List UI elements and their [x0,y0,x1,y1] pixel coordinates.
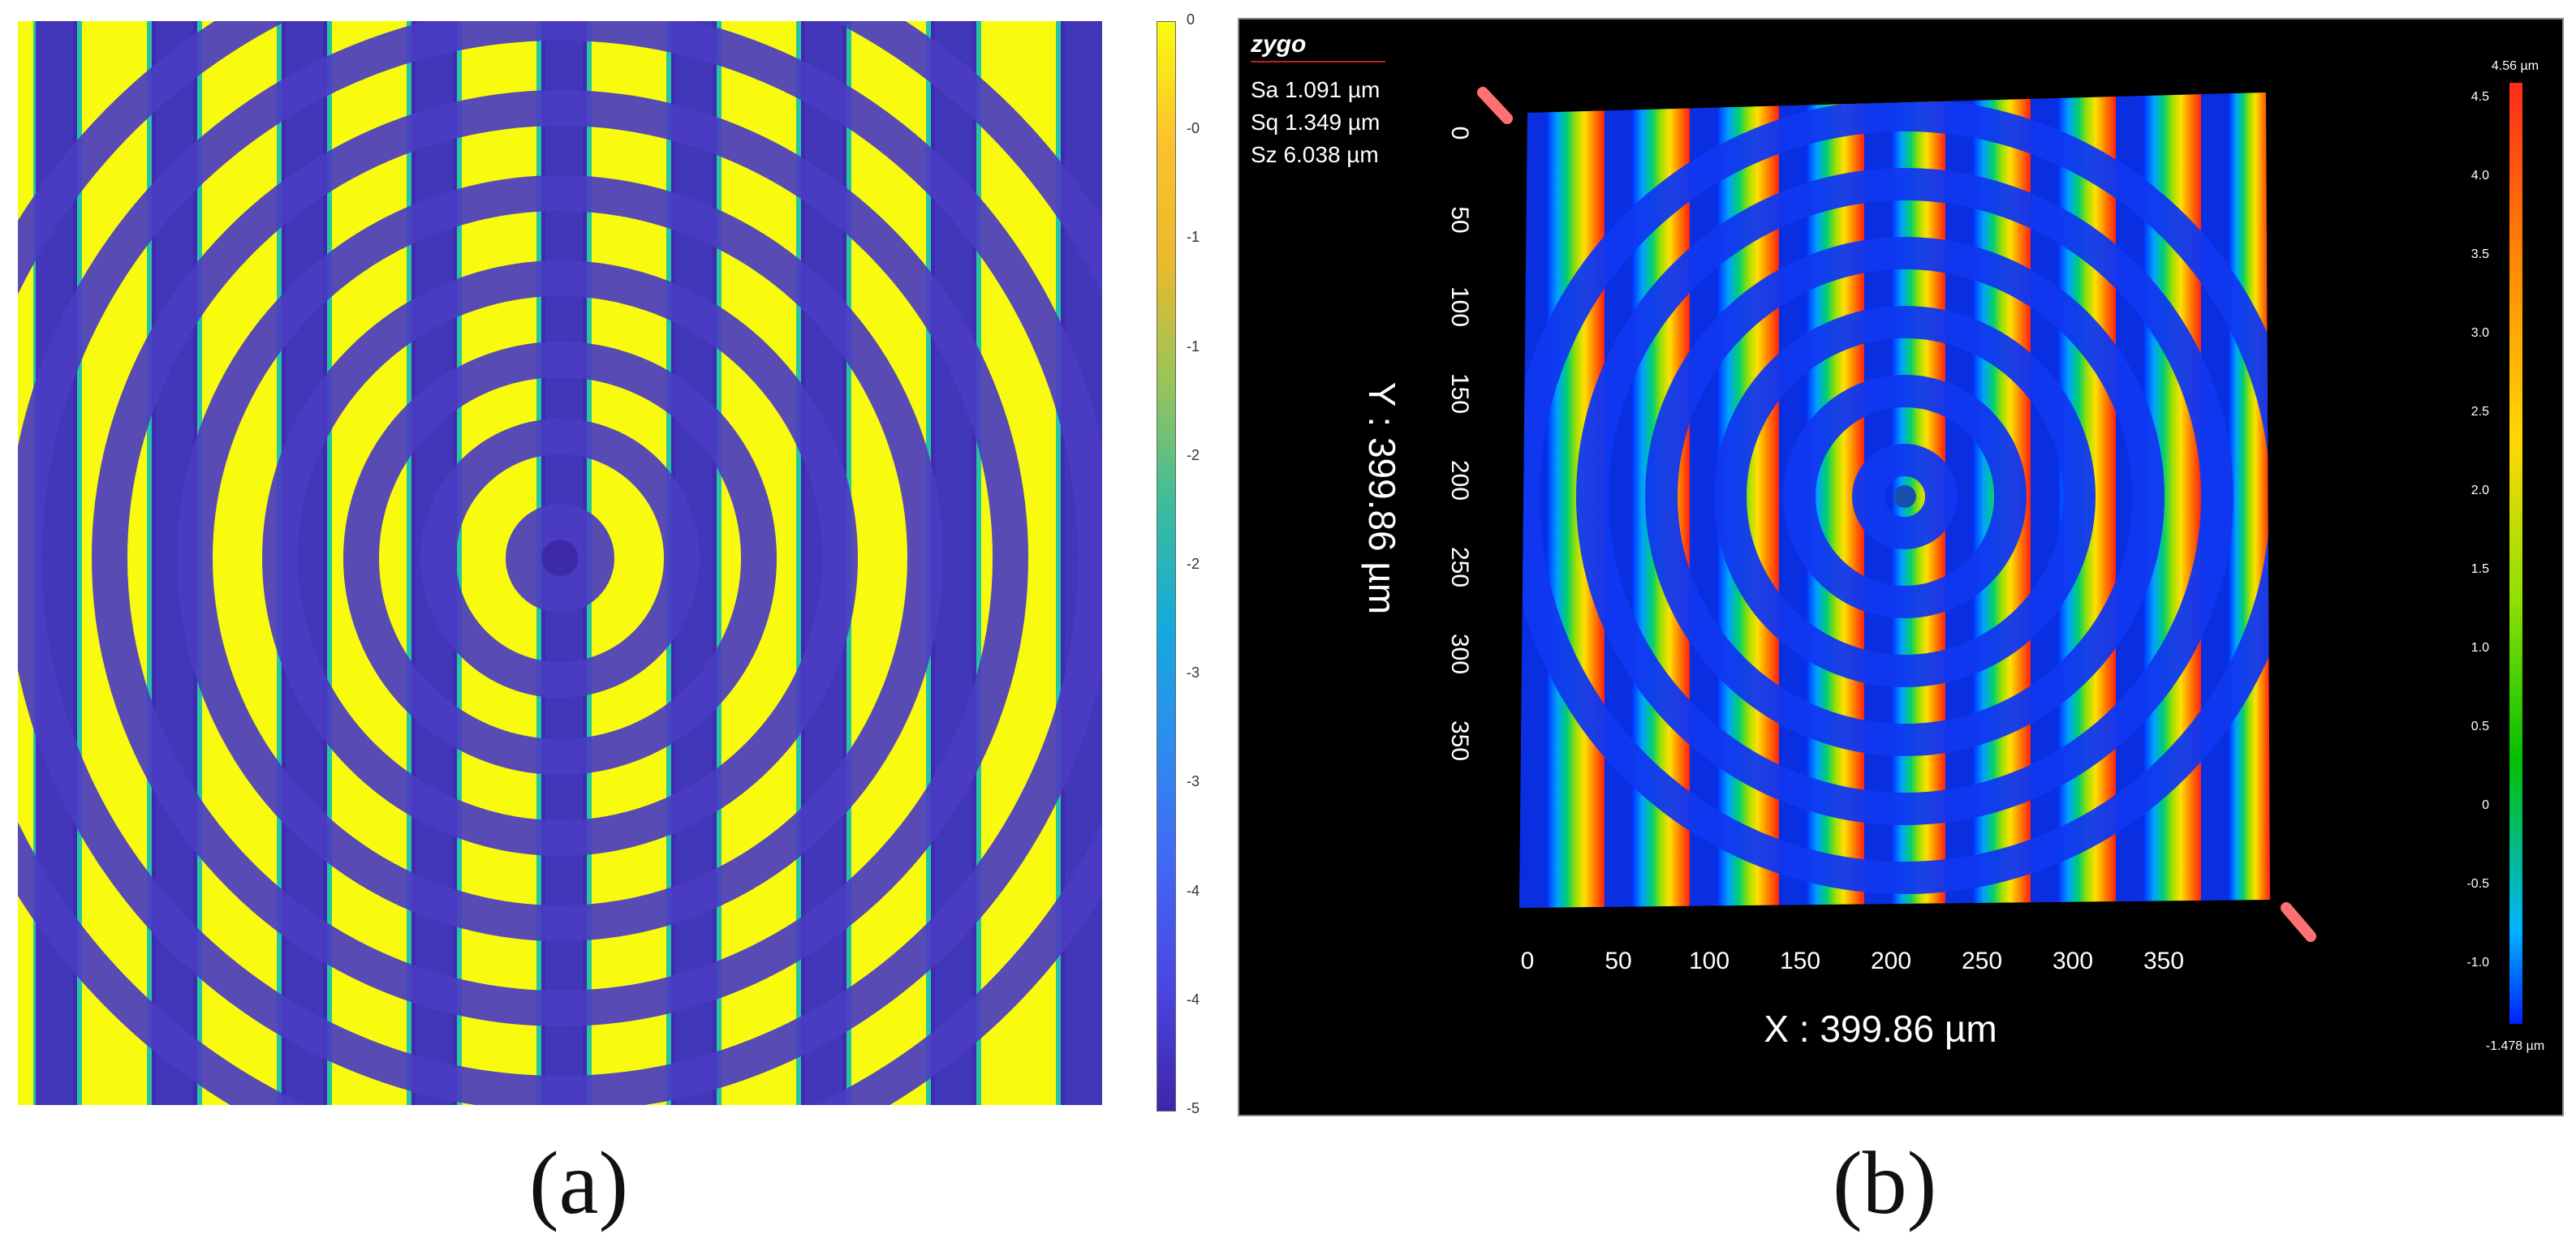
measurement-panel: zygo Sa 1.091 µm Sq 1.349 µm Sz 6.038 µm… [1238,18,2564,1116]
y-tick-label: 50 [1446,206,1473,233]
center-dot [542,540,578,576]
colorbar-b-max: 4.56 µm [2492,59,2539,73]
y-tick-label: 200 [1446,460,1473,501]
stat-sa: Sa 1.091 µm [1251,77,1380,102]
colorbar-a-tick: -1 [1187,338,1200,355]
x-axis-label: X : 399.86 µm [1764,1008,1997,1050]
colorbar-b-tick: -0.5 [2466,877,2489,891]
colorbar-b-tick: 3.5 [2471,247,2489,261]
colorbar-a-tick: -3 [1187,773,1200,790]
colorbar-b-tick: 3.0 [2471,326,2489,340]
colorbar-b-ticks: 4.5 4.0 3.5 3.0 2.5 2.0 1.5 1.0 0.5 0 -0.5 -1.0 [2466,90,2489,970]
colorbar-b-tick: -1.0 [2466,956,2489,970]
y-axis-ticks: 0 50 100 150 200 250 300 350 [1446,127,1473,761]
colorbar-b-tick: 1.0 [2471,641,2489,655]
colorbar-a-tick: -0 [1187,120,1200,137]
colorbar-b-min: -1.478 µm [2486,1039,2544,1053]
simulated-pattern [18,21,1102,1105]
colorbar-b-tick: 4.5 [2471,90,2489,104]
x-tick-label: 50 [1605,948,1631,974]
colorbar-b-tick: 1.5 [2471,562,2489,576]
stat-sq: Sq 1.349 µm [1251,110,1380,135]
x-tick-label: 250 [1962,948,2002,974]
x-tick-label: 0 [1521,948,1535,974]
colorbar-a-tick: -4 [1187,991,1200,1008]
x-axis-ticks: 0 50 100 150 200 250 300 350 [1521,948,2184,974]
y-tick-label: 100 [1446,286,1473,327]
colorbar-a-tick: -2 [1187,556,1200,572]
colorbar-a-tick: -1 [1187,229,1200,246]
colorbar-a-tick: -2 [1187,446,1200,463]
y-tick-label: 150 [1446,373,1473,414]
y-tick-label: 0 [1446,127,1473,140]
colorbar-a-tick: -3 [1187,664,1200,682]
y-tick-label: 350 [1446,720,1473,761]
caption-a: (a) [529,1133,629,1232]
pattern-rings [18,21,1102,1105]
caption-b: (b) [1833,1133,1937,1232]
zygo-logo: zygo [1250,31,1306,58]
colorbar-a-tick: -4 [1187,882,1200,899]
x-tick-label: 150 [1780,948,1820,974]
y-tick-label: 300 [1446,634,1473,674]
y-tick-label: 250 [1446,547,1473,587]
colorbar-a-tick: 0 [1187,11,1195,28]
stat-sz: Sz 6.038 µm [1251,142,1379,167]
x-tick-label: 100 [1689,948,1730,974]
colorbar-a [1157,21,1176,1112]
colorbar-b [2509,83,2522,1024]
x-tick-label: 200 [1871,948,1911,974]
colorbar-a-tick: -5 [1187,1100,1200,1116]
colorbar-b-tick: 2.0 [2471,484,2489,497]
colorbar-b-tick: 4.0 [2471,169,2489,183]
measurement-plot: zygo Sa 1.091 µm Sq 1.349 µm Sz 6.038 µm… [1250,31,2544,1053]
colorbar-b-tick: 2.5 [2471,405,2489,419]
colorbar-b-tick: 0.5 [2471,720,2489,733]
x-tick-label: 350 [2143,948,2184,974]
surface-map [1519,92,2270,908]
y-axis-label: Y : 399.86 µm [1361,382,1403,615]
x-tick-label: 300 [2053,948,2093,974]
colorbar-b-tick: 0 [2482,798,2489,812]
